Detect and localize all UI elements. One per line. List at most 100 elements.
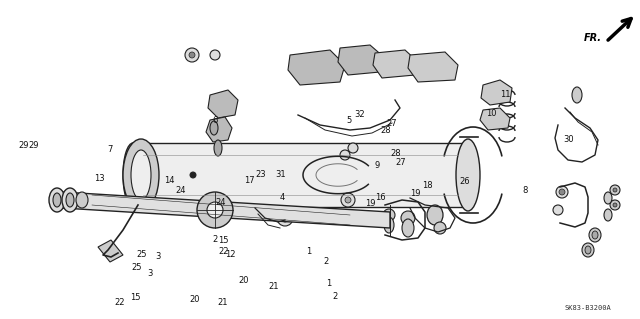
Text: 29: 29 — [29, 141, 39, 150]
Text: 31: 31 — [275, 170, 285, 179]
Text: 17: 17 — [244, 176, 254, 185]
Text: 12: 12 — [225, 250, 236, 259]
Text: 15: 15 — [131, 293, 141, 302]
Ellipse shape — [123, 143, 143, 207]
Text: 5: 5 — [346, 116, 351, 125]
Text: 6: 6 — [212, 116, 218, 125]
Text: 15: 15 — [218, 236, 228, 245]
Text: 27: 27 — [387, 119, 397, 128]
Ellipse shape — [66, 193, 74, 207]
Text: 2: 2 — [332, 292, 337, 300]
Ellipse shape — [402, 219, 414, 237]
Ellipse shape — [210, 50, 220, 60]
Text: 4: 4 — [280, 193, 285, 202]
Text: FR.: FR. — [584, 33, 602, 43]
Ellipse shape — [585, 246, 591, 254]
Text: 22: 22 — [115, 298, 125, 307]
Polygon shape — [62, 192, 390, 228]
Text: 7: 7 — [108, 145, 113, 154]
Text: 10: 10 — [486, 109, 497, 118]
Ellipse shape — [341, 193, 355, 207]
Ellipse shape — [559, 189, 565, 195]
Text: 1: 1 — [326, 279, 331, 288]
Text: 8: 8 — [522, 186, 527, 195]
Text: 28: 28 — [381, 126, 391, 135]
Polygon shape — [373, 50, 418, 78]
Ellipse shape — [434, 222, 446, 234]
Ellipse shape — [62, 188, 78, 212]
Ellipse shape — [383, 209, 395, 221]
Ellipse shape — [214, 140, 222, 156]
Text: 11: 11 — [500, 90, 511, 99]
Text: 2: 2 — [212, 235, 218, 244]
Ellipse shape — [281, 214, 289, 222]
Polygon shape — [288, 50, 345, 85]
Polygon shape — [338, 45, 385, 75]
Ellipse shape — [604, 209, 612, 221]
Ellipse shape — [572, 87, 582, 103]
Ellipse shape — [131, 150, 151, 200]
Text: 14: 14 — [164, 176, 175, 185]
Text: 24: 24 — [216, 198, 226, 207]
Ellipse shape — [613, 203, 617, 207]
Ellipse shape — [189, 52, 195, 58]
Ellipse shape — [49, 188, 65, 212]
Text: 1: 1 — [306, 247, 311, 256]
Ellipse shape — [277, 210, 293, 226]
Polygon shape — [481, 80, 512, 105]
Ellipse shape — [190, 172, 196, 178]
Text: 19: 19 — [365, 199, 376, 208]
Text: 25: 25 — [136, 250, 147, 259]
Ellipse shape — [553, 205, 563, 215]
Polygon shape — [133, 143, 468, 207]
Ellipse shape — [582, 243, 594, 257]
Text: 3: 3 — [156, 252, 161, 261]
Ellipse shape — [53, 193, 61, 207]
Ellipse shape — [207, 202, 223, 218]
Polygon shape — [208, 90, 238, 118]
Text: 20: 20 — [189, 295, 200, 304]
Text: 2: 2 — [324, 257, 329, 266]
Text: 9: 9 — [375, 161, 380, 170]
Text: 13: 13 — [94, 174, 104, 182]
Polygon shape — [408, 52, 458, 82]
Ellipse shape — [589, 228, 601, 242]
Text: 21: 21 — [218, 298, 228, 307]
Ellipse shape — [123, 139, 159, 211]
Ellipse shape — [401, 211, 415, 225]
Ellipse shape — [456, 139, 480, 211]
Ellipse shape — [613, 188, 617, 192]
Ellipse shape — [427, 205, 443, 225]
Text: 3: 3 — [147, 269, 152, 278]
Text: 26: 26 — [460, 177, 470, 186]
Ellipse shape — [197, 192, 233, 228]
Text: 18: 18 — [422, 181, 433, 189]
Ellipse shape — [210, 121, 218, 135]
Text: 16: 16 — [376, 193, 386, 202]
Ellipse shape — [610, 200, 620, 210]
Text: 21: 21 — [269, 282, 279, 291]
Text: 25: 25 — [132, 263, 142, 272]
Ellipse shape — [384, 217, 394, 233]
Polygon shape — [206, 117, 232, 142]
Text: 28: 28 — [391, 149, 401, 158]
Text: 32: 32 — [355, 110, 365, 119]
Text: 22: 22 — [218, 247, 228, 256]
Ellipse shape — [340, 150, 350, 160]
Text: 24: 24 — [176, 186, 186, 195]
Ellipse shape — [592, 231, 598, 239]
Text: 23: 23 — [256, 170, 266, 179]
Text: 20: 20 — [239, 276, 249, 285]
Ellipse shape — [345, 197, 351, 203]
Text: 30: 30 — [563, 135, 573, 144]
Ellipse shape — [185, 48, 199, 62]
Polygon shape — [98, 240, 123, 262]
Ellipse shape — [604, 192, 612, 204]
Ellipse shape — [556, 186, 568, 198]
Polygon shape — [480, 108, 510, 130]
Text: 29: 29 — [19, 141, 29, 150]
Text: 19: 19 — [410, 189, 420, 198]
Ellipse shape — [76, 192, 88, 208]
Text: 27: 27 — [396, 158, 406, 167]
Ellipse shape — [348, 143, 358, 153]
